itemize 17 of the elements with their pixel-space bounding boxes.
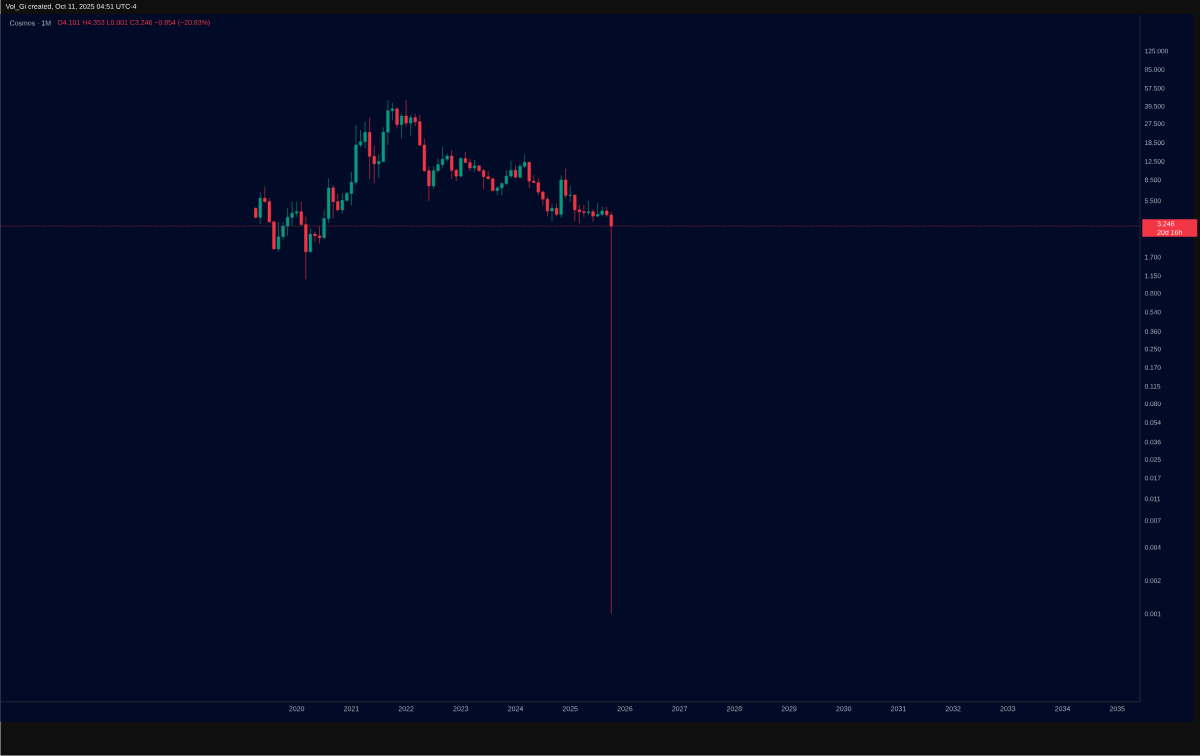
candlestick — [285, 207, 290, 237]
candlestick — [450, 149, 454, 180]
candlestick — [550, 203, 554, 222]
candlestick — [440, 146, 445, 170]
candlestick — [409, 114, 413, 137]
candlestick — [258, 191, 262, 225]
candlestick — [276, 221, 281, 253]
candlestick — [399, 113, 404, 140]
candlestick — [431, 165, 436, 190]
candlestick — [395, 107, 399, 130]
candlestick — [573, 193, 577, 222]
candlestick — [600, 205, 604, 217]
candlestick — [404, 99, 408, 128]
candlestick — [591, 209, 595, 223]
candlestick — [368, 117, 372, 181]
candlestick — [363, 121, 367, 150]
candlestick — [564, 168, 568, 199]
